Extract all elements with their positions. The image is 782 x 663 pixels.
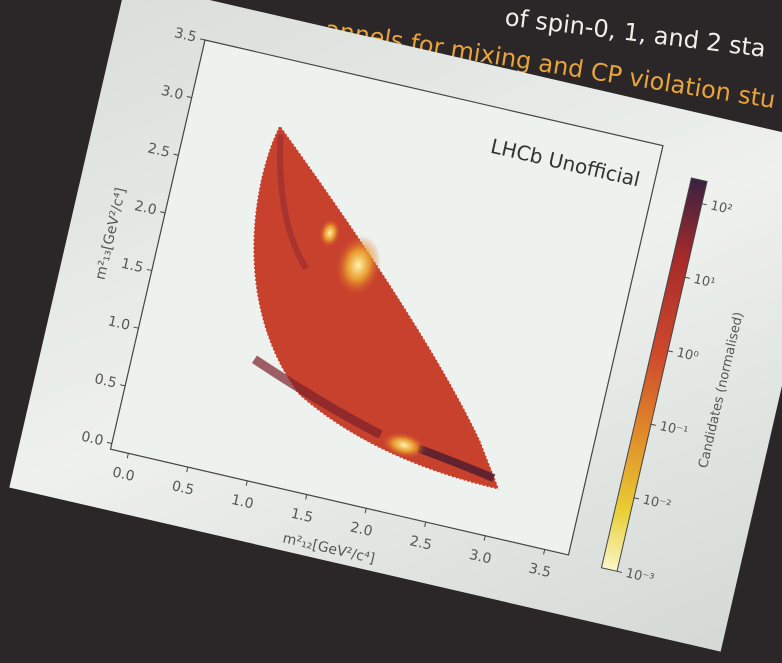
y-tick-label: 2.5 xyxy=(146,140,171,161)
colorbar-tick xyxy=(667,350,673,353)
y-tick-label: 0.0 xyxy=(80,429,105,450)
colorbar-tick xyxy=(633,497,640,500)
colorbar-tick-label: 10⁰ xyxy=(675,345,700,365)
x-tick-label: 1.5 xyxy=(289,506,314,527)
x-tick-label: 2.5 xyxy=(408,533,433,554)
y-tick xyxy=(186,96,192,99)
colorbar-tick xyxy=(701,203,707,206)
x-tick-label: 0.0 xyxy=(111,464,136,485)
dark-band xyxy=(417,444,496,482)
x-tick-label: 1.0 xyxy=(230,492,255,513)
x-tick xyxy=(245,480,248,486)
y-tick-label: 0.5 xyxy=(93,371,118,392)
x-tick xyxy=(186,466,189,473)
x-tick-label: 3.5 xyxy=(527,561,552,582)
y-tick xyxy=(133,326,139,329)
colorbar-tick xyxy=(650,423,656,426)
colorbar-tick xyxy=(684,276,690,279)
hotspot xyxy=(319,219,341,247)
x-tick-label: 0.5 xyxy=(170,478,195,499)
colorbar-tick-label: 10⁻³ xyxy=(624,566,655,587)
dark-band xyxy=(277,134,309,271)
x-tick xyxy=(364,508,367,514)
x-tick-label: 3.0 xyxy=(468,547,493,568)
y-tick-label: 2.0 xyxy=(133,198,158,219)
y-tick-label: 3.5 xyxy=(173,25,198,46)
colorbar xyxy=(600,177,708,572)
colorbar-tick xyxy=(616,570,623,573)
colorbar-tick-label: 10⁻² xyxy=(641,493,672,514)
y-tick-label: 1.0 xyxy=(106,313,131,334)
colorbar-tick-label: 10⁻¹ xyxy=(658,419,689,440)
x-tick xyxy=(424,521,427,527)
y-tick xyxy=(106,441,112,444)
colorbar-tick-label: 10² xyxy=(709,198,734,218)
y-tick xyxy=(120,384,126,387)
y-tick xyxy=(173,153,179,156)
y-tick-label: 1.5 xyxy=(120,256,145,277)
hotspot xyxy=(382,432,426,458)
hotspot xyxy=(335,235,381,295)
x-tick xyxy=(305,494,308,500)
x-tick xyxy=(126,453,129,459)
dark-band xyxy=(251,355,383,439)
x-tick xyxy=(483,535,486,541)
y-tick xyxy=(200,38,206,41)
y-tick xyxy=(160,211,166,214)
x-tick-label: 2.0 xyxy=(349,519,374,540)
slide: 0.0 0.5 1.0 1.5 2.0 2.5 3.0 3.5 0.0 0.5 1.0 1.5 2.0 2… xyxy=(9,0,782,652)
y-tick xyxy=(146,268,152,272)
x-tick xyxy=(543,549,546,555)
colorbar-tick-label: 10¹ xyxy=(692,272,717,292)
y-tick-label: 3.0 xyxy=(159,83,184,104)
